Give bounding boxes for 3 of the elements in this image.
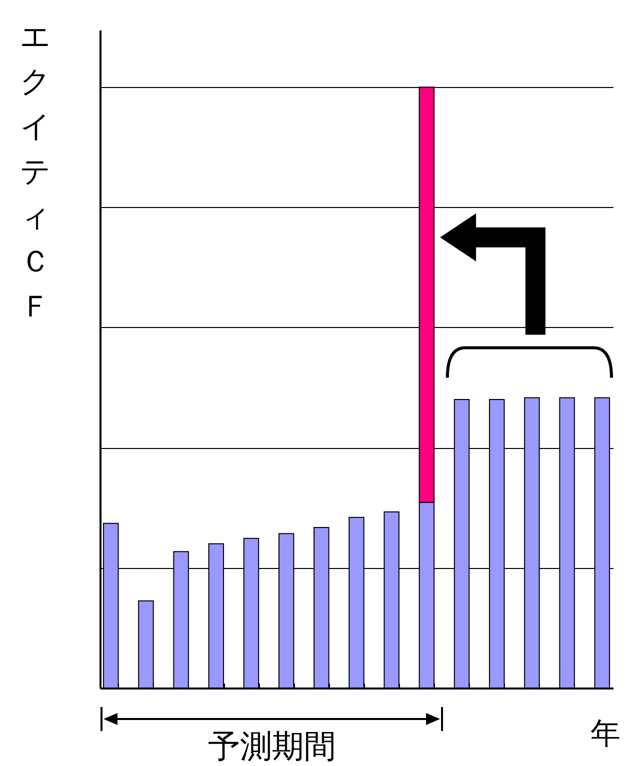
x-axis-title: 年 — [590, 716, 620, 752]
y-axis-title: エクイティＣＦ — [20, 20, 51, 324]
text: 予測期間 — [208, 727, 336, 765]
